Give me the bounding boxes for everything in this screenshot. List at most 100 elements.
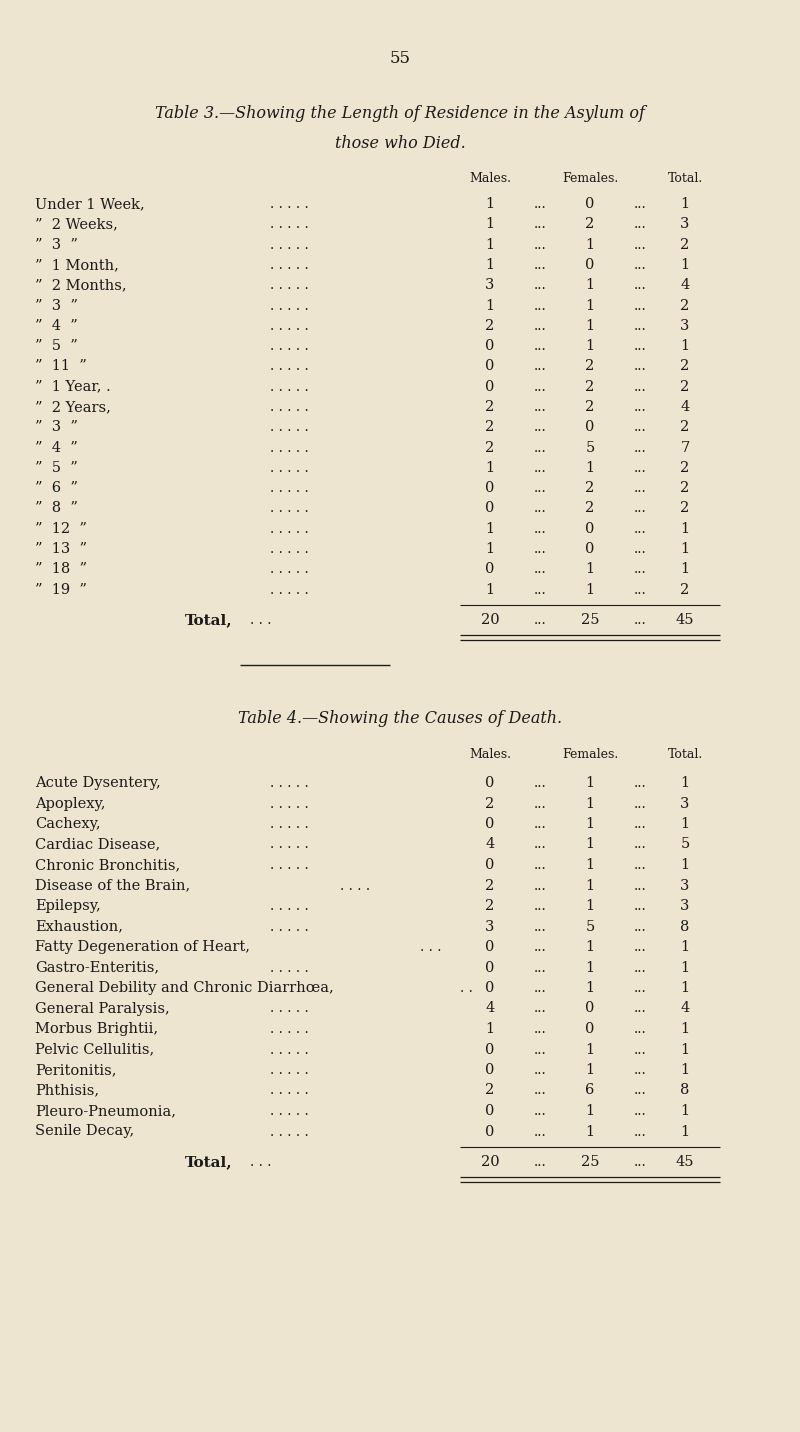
Text: . . . . .: . . . . . xyxy=(270,198,309,211)
Text: 0: 0 xyxy=(486,1124,494,1138)
Text: 1: 1 xyxy=(681,961,690,975)
Text: . . . . .: . . . . . xyxy=(270,1063,309,1077)
Text: ...: ... xyxy=(534,961,546,975)
Text: ...: ... xyxy=(534,521,546,536)
Text: 8: 8 xyxy=(680,919,690,934)
Text: 2: 2 xyxy=(586,218,594,232)
Text: ...: ... xyxy=(634,1063,646,1077)
Text: 0: 0 xyxy=(586,521,594,536)
Text: ...: ... xyxy=(534,319,546,332)
Text: ...: ... xyxy=(534,818,546,831)
Text: 2: 2 xyxy=(486,441,494,454)
Text: 6: 6 xyxy=(586,1084,594,1097)
Text: 0: 0 xyxy=(486,379,494,394)
Text: ”  19  ”: ” 19 ” xyxy=(35,583,87,597)
Text: Phthisis,: Phthisis, xyxy=(35,1084,99,1097)
Text: 1: 1 xyxy=(586,278,594,292)
Text: . . . . .: . . . . . xyxy=(270,1104,309,1118)
Text: Total,: Total, xyxy=(185,613,233,627)
Text: ...: ... xyxy=(634,421,646,434)
Text: ...: ... xyxy=(634,359,646,374)
Text: ...: ... xyxy=(534,583,546,597)
Text: 1: 1 xyxy=(486,218,494,232)
Text: 1: 1 xyxy=(586,563,594,577)
Text: 4: 4 xyxy=(680,1001,690,1015)
Text: 1: 1 xyxy=(586,796,594,811)
Text: General Paralysis,: General Paralysis, xyxy=(35,1001,170,1015)
Text: 1: 1 xyxy=(486,543,494,556)
Text: ...: ... xyxy=(634,1001,646,1015)
Text: 2: 2 xyxy=(586,379,594,394)
Text: ...: ... xyxy=(634,919,646,934)
Text: 3: 3 xyxy=(680,899,690,914)
Text: ”  18  ”: ” 18 ” xyxy=(35,563,87,577)
Text: Chronic Bronchitis,: Chronic Bronchitis, xyxy=(35,858,180,872)
Text: Pleuro-Pneumonia,: Pleuro-Pneumonia, xyxy=(35,1104,176,1118)
Text: ...: ... xyxy=(534,501,546,516)
Text: . . . . .: . . . . . xyxy=(270,961,309,975)
Text: Table 3.—Showing the Length of Residence in the Asylum of: Table 3.—Showing the Length of Residence… xyxy=(155,105,645,122)
Text: . . . . .: . . . . . xyxy=(270,583,309,597)
Text: 1: 1 xyxy=(486,198,494,211)
Text: 1: 1 xyxy=(681,818,690,831)
Text: ...: ... xyxy=(534,400,546,414)
Text: ”  4  ”: ” 4 ” xyxy=(35,319,78,332)
Text: ...: ... xyxy=(634,543,646,556)
Text: ...: ... xyxy=(534,981,546,995)
Text: . . . . .: . . . . . xyxy=(270,1084,309,1097)
Text: 3: 3 xyxy=(680,319,690,332)
Text: ...: ... xyxy=(534,359,546,374)
Text: . . . . .: . . . . . xyxy=(270,339,309,354)
Text: Total,: Total, xyxy=(185,1156,233,1169)
Text: 0: 0 xyxy=(486,858,494,872)
Text: ”  3  ”: ” 3 ” xyxy=(35,238,78,252)
Text: Peritonitis,: Peritonitis, xyxy=(35,1063,117,1077)
Text: 1: 1 xyxy=(681,981,690,995)
Text: ...: ... xyxy=(634,218,646,232)
Text: . . . . .: . . . . . xyxy=(270,521,309,536)
Text: 3: 3 xyxy=(680,218,690,232)
Text: 2: 2 xyxy=(680,238,690,252)
Text: ...: ... xyxy=(534,461,546,475)
Text: 2: 2 xyxy=(680,501,690,516)
Text: 0: 0 xyxy=(486,818,494,831)
Text: 3: 3 xyxy=(680,878,690,892)
Text: ”  11  ”: ” 11 ” xyxy=(35,359,86,374)
Text: 1: 1 xyxy=(586,776,594,790)
Text: . . . . .: . . . . . xyxy=(270,238,309,252)
Text: ...: ... xyxy=(534,421,546,434)
Text: Males.: Males. xyxy=(469,172,511,185)
Text: . . . . .: . . . . . xyxy=(270,421,309,434)
Text: 7: 7 xyxy=(680,441,690,454)
Text: . . . . .: . . . . . xyxy=(270,818,309,831)
Text: Females.: Females. xyxy=(562,748,618,760)
Text: . . . . .: . . . . . xyxy=(270,461,309,475)
Text: ”  12  ”: ” 12 ” xyxy=(35,521,87,536)
Text: . .: . . xyxy=(460,981,473,995)
Text: Apoplexy,: Apoplexy, xyxy=(35,796,106,811)
Text: . . .: . . . xyxy=(250,1156,271,1169)
Text: 1: 1 xyxy=(681,339,690,354)
Text: . . . . .: . . . . . xyxy=(270,1001,309,1015)
Text: . . . . .: . . . . . xyxy=(270,563,309,577)
Text: 1: 1 xyxy=(586,981,594,995)
Text: 1: 1 xyxy=(681,939,690,954)
Text: ...: ... xyxy=(534,878,546,892)
Text: ...: ... xyxy=(534,298,546,312)
Text: 1: 1 xyxy=(681,858,690,872)
Text: 0: 0 xyxy=(486,339,494,354)
Text: ...: ... xyxy=(634,563,646,577)
Text: 2: 2 xyxy=(486,796,494,811)
Text: Fatty Degeneration of Heart,: Fatty Degeneration of Heart, xyxy=(35,939,250,954)
Text: 4: 4 xyxy=(486,838,494,852)
Text: Females.: Females. xyxy=(562,172,618,185)
Text: 0: 0 xyxy=(486,981,494,995)
Text: . . . . .: . . . . . xyxy=(270,379,309,394)
Text: Pelvic Cellulitis,: Pelvic Cellulitis, xyxy=(35,1042,154,1057)
Text: Males.: Males. xyxy=(469,748,511,760)
Text: 3: 3 xyxy=(486,919,494,934)
Text: 1: 1 xyxy=(681,1104,690,1118)
Text: 2: 2 xyxy=(680,461,690,475)
Text: Epilepsy,: Epilepsy, xyxy=(35,899,101,914)
Text: ...: ... xyxy=(534,379,546,394)
